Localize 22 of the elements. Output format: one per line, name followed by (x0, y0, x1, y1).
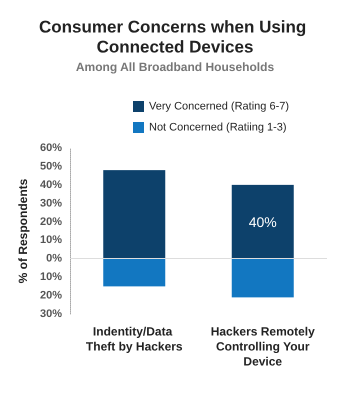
chart-title: Consumer Concerns when Using Connected Devices (38, 18, 312, 56)
bar (103, 170, 166, 259)
y-tick-label: 20% (40, 216, 62, 228)
bar (232, 184, 294, 259)
x-tick-label: Indentity/Data Theft by Hackers (86, 324, 183, 354)
y-tick-label: 60% (40, 142, 62, 154)
y-tick-label: 20% (40, 290, 62, 302)
y-tick-label: 10% (40, 271, 62, 284)
bar (232, 258, 294, 298)
bar (103, 258, 166, 286)
legend-label: Very Concerned (Rating 6-7) (149, 100, 290, 112)
y-tick-label: 50% (40, 160, 62, 172)
chart-subtitle: Among All Broadband Households (76, 60, 274, 74)
y-tick-label: 40% (40, 178, 62, 191)
y-tick-label: 30% (40, 197, 62, 210)
y-tick-label: 0% (46, 252, 62, 265)
y-tick-label: 30% (40, 308, 62, 320)
legend-label: Not Concerned (Ratiing 1-3) (149, 122, 287, 134)
y-axis-title: % of Respondents (16, 178, 30, 284)
y-tick-label: 10% (40, 234, 62, 246)
x-tick-label: Hackers Remotely Controlling Your Device (210, 324, 316, 368)
data-label: 40% (248, 214, 277, 230)
